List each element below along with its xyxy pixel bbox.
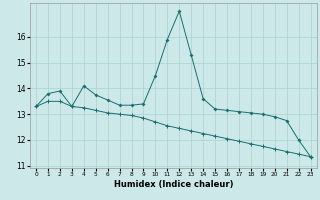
X-axis label: Humidex (Indice chaleur): Humidex (Indice chaleur) [114,180,233,189]
